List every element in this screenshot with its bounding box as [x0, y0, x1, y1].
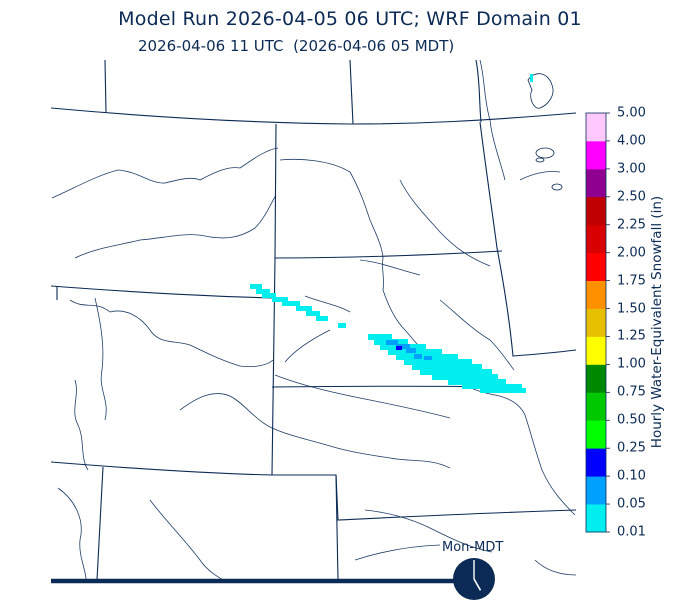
state-boundaries	[51, 59, 576, 580]
colorbar-swatch-1.25	[586, 308, 606, 337]
map-title: Model Run 2026-04-05 06 UTC; WRF Domain …	[118, 8, 582, 30]
snowfall-cell	[322, 318, 328, 321]
colorbar-label: 0.50	[617, 412, 646, 428]
colorbar-frame	[585, 112, 607, 533]
snowfall-cell	[262, 293, 276, 298]
snowfall-cell	[306, 311, 320, 316]
timeline-label: Mon-MDT	[442, 540, 504, 555]
snowfall-cell	[272, 297, 288, 302]
colorbar-swatch-2.50	[586, 168, 606, 198]
colorbar-swatch-2.25	[586, 196, 606, 226]
colorbar-label: 4.00	[617, 133, 646, 149]
colorbar-label: 2.00	[617, 245, 646, 261]
colorbar-label: 0.25	[617, 440, 646, 456]
snowfall-cell	[250, 284, 262, 289]
snowfall-cell	[282, 301, 300, 306]
colorbar-label: 0.05	[617, 496, 646, 512]
snowfall-cell	[462, 384, 522, 389]
colorbar-swatch-0.75	[586, 364, 606, 393]
snowfall-cell	[406, 348, 416, 353]
colorbar-label: 1.00	[617, 356, 646, 372]
colorbar-label: 1.50	[617, 301, 646, 317]
colorbar-label: 0.10	[617, 468, 646, 484]
snowfall-cell	[432, 374, 498, 380]
snowfall-cell	[256, 289, 270, 294]
snowfall-cell	[368, 334, 392, 340]
clock-hour-hand	[473, 578, 482, 591]
colorbar-label: 0.75	[617, 384, 646, 400]
colorbar-label: 0.01	[617, 524, 646, 540]
colorbar-swatch-0.10	[586, 448, 606, 477]
snowfall-cell	[424, 356, 432, 360]
colorbar-swatch-1.00	[586, 336, 606, 365]
colorbar-swatch-2.00	[586, 224, 606, 254]
valid-time: 2026-04-06 11 UTC (2026-04-06 05 MDT)	[138, 37, 455, 55]
colorbar-label: 2.25	[617, 217, 646, 233]
snowfall-cell	[480, 388, 526, 393]
snowfall-cell	[404, 359, 472, 365]
colorbar-label: 1.25	[617, 328, 646, 344]
colorbar-swatch-4.00	[586, 113, 606, 142]
colorbar	[585, 112, 610, 533]
map-area	[51, 59, 576, 580]
colorbar-swatch-1.75	[586, 252, 606, 281]
colorbar-swatch-1.50	[586, 280, 606, 309]
colorbar-swatch-0.05	[586, 476, 606, 505]
snowfall-cell	[530, 74, 533, 82]
colorbar-label: 5.00	[617, 105, 646, 121]
snowfall-cell	[448, 379, 506, 385]
snowfall-cell	[296, 306, 312, 311]
colorbar-label: 1.75	[617, 273, 646, 289]
colorbar-swatch-3.00	[586, 140, 606, 170]
colorbar-swatch-0.50	[586, 392, 606, 421]
rivers	[51, 59, 576, 580]
clock-icon	[453, 558, 495, 600]
snowfall-cell	[414, 354, 422, 359]
snowfall-cell	[396, 346, 402, 350]
colorbar-label: 3.00	[617, 161, 646, 177]
colorbar-label: 2.50	[617, 189, 646, 205]
snowfall-cell	[386, 340, 398, 345]
snowfall-cell	[396, 344, 410, 349]
snowfall-overlay	[250, 74, 533, 393]
snowfall-cell	[420, 369, 492, 375]
colorbar-swatch-0.25	[586, 420, 606, 449]
snowfall-cell	[412, 364, 482, 370]
colorbar-swatch-0.01	[586, 504, 606, 533]
lakes	[527, 73, 563, 191]
snowfall-cell	[338, 323, 346, 328]
colorbar-title: Hourly Water-Equivalent Snowfall (in)	[649, 195, 665, 449]
